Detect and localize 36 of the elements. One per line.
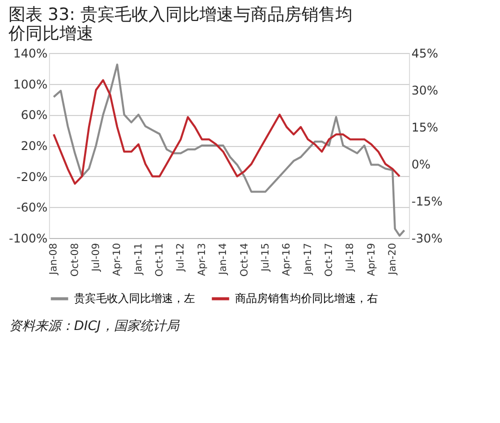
line-series bbox=[52, 79, 401, 185]
x-tick-label: Oct-14 bbox=[239, 243, 250, 277]
legend-label: 贵宾毛收入同比增速，左 bbox=[74, 292, 195, 305]
x-tick-label: Oct-08 bbox=[70, 243, 81, 277]
x-tick-label: Apr-10 bbox=[112, 243, 124, 276]
y-tick-label: 140% bbox=[13, 46, 48, 60]
y-tick-label: -20% bbox=[16, 170, 48, 184]
chart-title: 图表 33: 贵宾毛收入同比增速与商品房销售均价同比增速 bbox=[7, 5, 353, 44]
x-tick-label: Apr-13 bbox=[196, 243, 208, 276]
y2-tick-label: -30% bbox=[412, 232, 443, 246]
x-tick-label: Jul-12 bbox=[176, 243, 187, 272]
y2-tick-label: -15% bbox=[412, 194, 443, 208]
legend-label: 商品房销售均价同比增速，右 bbox=[235, 292, 378, 305]
y2-tick-label: 15% bbox=[412, 120, 438, 134]
y-tick-label: -100% bbox=[8, 232, 48, 246]
y2-tick-label: 30% bbox=[412, 84, 438, 98]
x-tick-label: Apr-19 bbox=[366, 243, 378, 276]
y2-tick-label: 0% bbox=[412, 158, 431, 172]
x-tick-label: Jan-14 bbox=[218, 243, 230, 276]
y2-tick-label: 45% bbox=[412, 46, 438, 60]
x-tick-label: Jan-17 bbox=[302, 243, 314, 276]
y-tick-label: 100% bbox=[13, 77, 48, 92]
x-tick-label: Jan-08 bbox=[48, 243, 60, 276]
x-tick-label: Jan-11 bbox=[133, 243, 144, 276]
x-tick-label: Jul-18 bbox=[345, 243, 356, 272]
x-tick-label: Apr-16 bbox=[282, 243, 293, 276]
x-tick-label: Oct-17 bbox=[324, 243, 335, 277]
x-tick-label: Jan-20 bbox=[388, 243, 399, 276]
y-tick-label: 60% bbox=[20, 108, 48, 122]
x-tick-label: Jul-15 bbox=[260, 243, 272, 272]
y-tick-label: -60% bbox=[16, 200, 48, 215]
text: 资料来源：DICJ，国家统计局 bbox=[9, 318, 180, 334]
x-tick-label: Jul-09 bbox=[91, 243, 102, 272]
y-tick-label: 20% bbox=[20, 139, 48, 153]
line-series bbox=[52, 64, 406, 237]
x-tick-label: Oct-11 bbox=[154, 243, 166, 277]
